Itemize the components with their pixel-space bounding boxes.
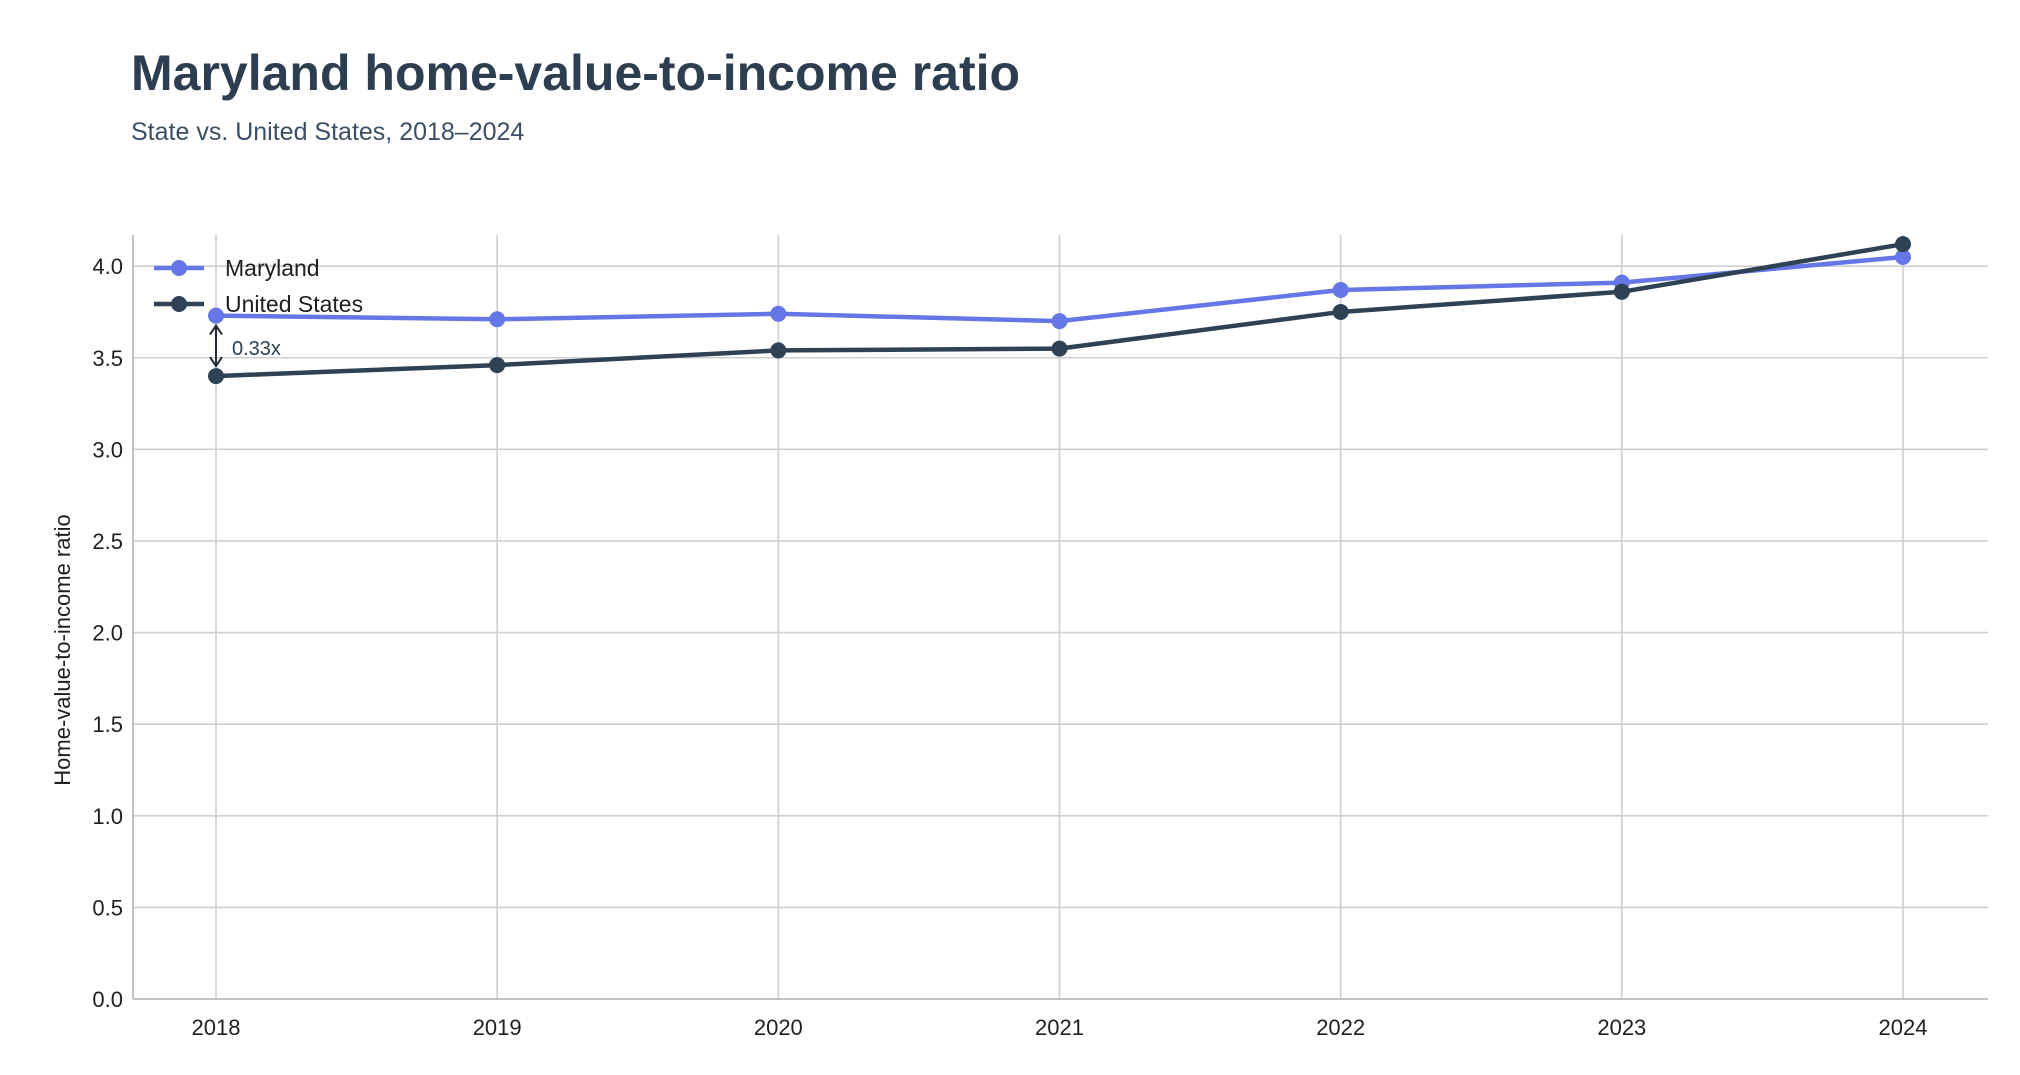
data-point xyxy=(489,311,506,328)
data-point xyxy=(770,342,787,359)
x-tick-label: 2019 xyxy=(473,1015,522,1040)
y-tick-label: 1.0 xyxy=(92,804,123,829)
chart-subtitle: State vs. United States, 2018–2024 xyxy=(131,118,524,146)
data-point xyxy=(1895,248,1911,265)
y-tick-label: 3.0 xyxy=(92,437,123,462)
axes: 2018 2019 2020 2021 2022 2023 2024 0.0 0.5 1.0 1.5… xyxy=(92,235,1988,1040)
data-point xyxy=(208,307,224,324)
chart-title: Maryland home-value-to-income ratio xyxy=(131,45,1020,101)
x-tick-label: 2018 xyxy=(192,1015,241,1040)
y-tick-label: 2.0 xyxy=(92,621,123,646)
y-tick-label: 1.5 xyxy=(92,712,123,737)
data-point xyxy=(1332,281,1349,298)
x-tick-label: 2023 xyxy=(1597,1015,1646,1040)
data-point xyxy=(1613,283,1630,300)
gap-annotation-label: 0.33x xyxy=(232,338,281,360)
series xyxy=(208,236,1911,385)
data-point xyxy=(770,305,787,322)
data-point xyxy=(1051,313,1068,330)
grid xyxy=(133,235,1988,1000)
annotation: 0.33x xyxy=(209,323,281,368)
data-point xyxy=(1051,340,1068,357)
data-point xyxy=(1332,303,1349,320)
y-tick-label: 0.0 xyxy=(92,987,123,1012)
legend-swatch-marker xyxy=(171,260,187,276)
data-point xyxy=(208,368,224,385)
y-tick-label: 4.0 xyxy=(92,254,123,279)
data-point xyxy=(489,357,506,374)
y-tick-label: 0.5 xyxy=(92,895,123,920)
gap-arrow-head xyxy=(209,323,223,336)
legend-label: United States xyxy=(225,291,363,317)
x-tick-label: 2021 xyxy=(1035,1015,1084,1040)
legend-label: Maryland xyxy=(225,255,320,281)
y-tick-label: 3.5 xyxy=(92,346,123,371)
x-tick-label: 2020 xyxy=(754,1015,803,1040)
data-point xyxy=(1895,236,1911,253)
x-tick-label: 2024 xyxy=(1879,1015,1928,1040)
gap-arrow-head xyxy=(209,356,223,368)
y-tick-label: 2.5 xyxy=(92,529,123,554)
y-axis-label: Home-value-to-income ratio xyxy=(50,514,75,785)
legend-swatch-marker xyxy=(171,296,187,312)
legend: Maryland United States xyxy=(154,255,363,317)
x-tick-label: 2022 xyxy=(1316,1015,1365,1040)
